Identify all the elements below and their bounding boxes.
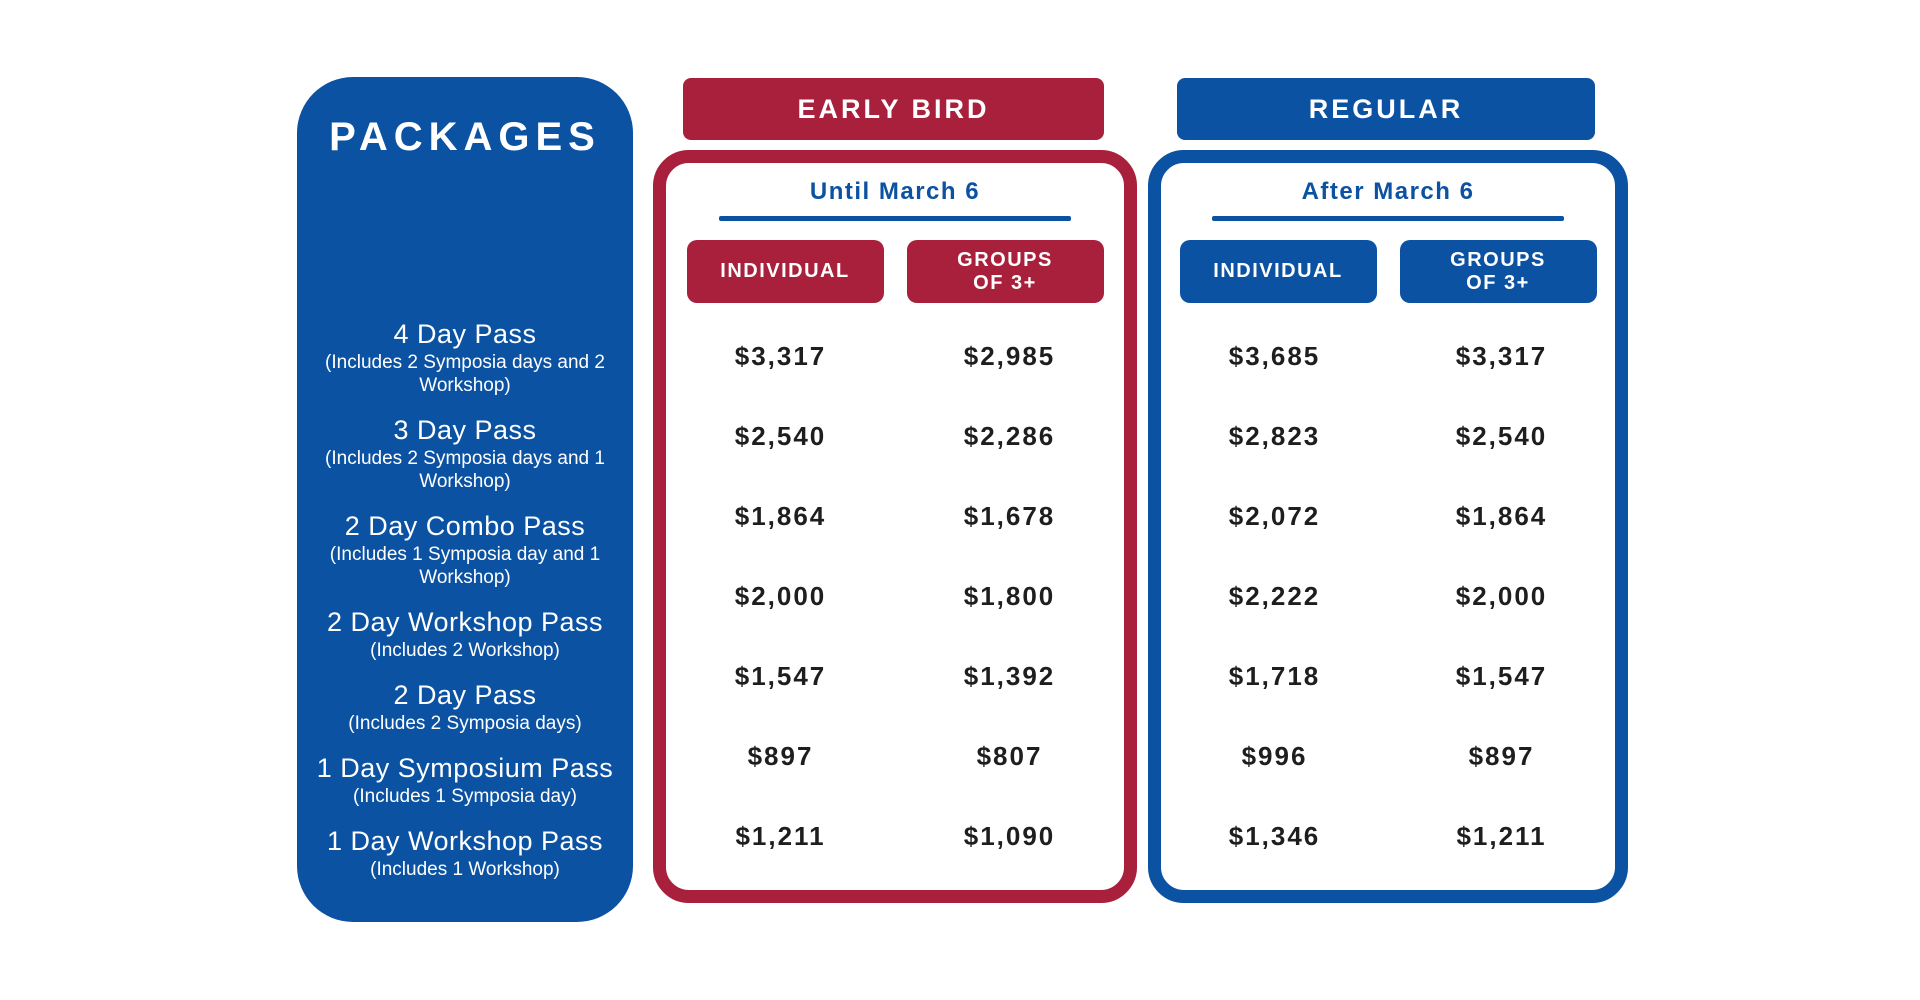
package-note: (Includes 2 Symposia days) — [348, 713, 582, 734]
package-name: 1 Day Workshop Pass — [326, 826, 604, 856]
price-cell: $2,000 — [734, 580, 827, 611]
package-item: 2 Day Workshop Pass (Includes 2 Workshop… — [305, 605, 625, 662]
regular-price-grid: $3,685 $3,317 $2,823 $2,540 $2,072 $1,86… — [1161, 316, 1615, 876]
package-note: (Includes 2 Symposia days and 2 Workshop… — [325, 352, 605, 396]
early-bird-groups-header: GROUPS OF 3+ — [906, 240, 1104, 303]
package-name: 3 Day Pass — [393, 415, 537, 445]
early-bird-header-pill: EARLY BIRD — [683, 78, 1104, 140]
price-cell: $2,985 — [963, 340, 1056, 371]
price-cell: $897 — [1468, 740, 1535, 771]
early-bird-individual-header: INDIVIDUAL — [686, 240, 884, 303]
package-note: (Includes 2 Symposia days and 1 Workshop… — [325, 448, 605, 492]
package-name: 2 Day Pass — [393, 680, 537, 710]
price-cell: $1,547 — [734, 660, 827, 691]
package-note: (Includes 1 Workshop) — [370, 859, 560, 880]
price-cell: $1,678 — [963, 500, 1056, 531]
price-cell: $2,000 — [1455, 580, 1548, 611]
package-note: (Includes 2 Workshop) — [370, 640, 560, 661]
price-cell: $2,222 — [1228, 580, 1321, 611]
price-cell: $3,317 — [1455, 340, 1548, 371]
price-cell: $3,685 — [1228, 340, 1321, 371]
price-cell: $807 — [976, 740, 1043, 771]
price-cell: $2,072 — [1228, 500, 1321, 531]
package-item: 2 Day Combo Pass (Includes 1 Symposia da… — [305, 509, 625, 589]
package-item: 1 Day Workshop Pass (Includes 1 Workshop… — [305, 824, 625, 881]
package-name: 4 Day Pass — [393, 319, 537, 349]
regular-period-title: After March 6 — [1301, 178, 1475, 205]
price-cell: $3,317 — [734, 340, 827, 371]
packages-title: PACKAGES — [329, 115, 601, 159]
packages-panel: PACKAGES 4 Day Pass (Includes 2 Symposia… — [297, 77, 633, 922]
regular-header-pill: REGULAR — [1177, 78, 1595, 140]
early-bird-column-headers: INDIVIDUAL GROUPS OF 3+ — [666, 240, 1124, 303]
early-bird-period-underline — [719, 216, 1071, 221]
early-bird-card: Until March 6 INDIVIDUAL GROUPS OF 3+ $3… — [653, 150, 1137, 903]
early-bird-price-grid: $3,317 $2,985 $2,540 $2,286 $1,864 $1,67… — [666, 316, 1124, 876]
price-cell: $2,540 — [734, 420, 827, 451]
package-item: 1 Day Symposium Pass (Includes 1 Symposi… — [305, 751, 625, 808]
regular-individual-header: INDIVIDUAL — [1179, 240, 1377, 303]
package-item: 2 Day Pass (Includes 2 Symposia days) — [305, 678, 625, 735]
regular-column-headers: INDIVIDUAL GROUPS OF 3+ — [1161, 240, 1615, 303]
price-cell: $1,864 — [734, 500, 827, 531]
regular-groups-header: GROUPS OF 3+ — [1399, 240, 1597, 303]
price-cell: $1,090 — [963, 820, 1056, 851]
package-note: (Includes 1 Symposia day) — [353, 786, 577, 807]
early-bird-period-title: Until March 6 — [809, 178, 981, 205]
package-name: 2 Day Workshop Pass — [326, 607, 604, 637]
regular-card: After March 6 INDIVIDUAL GROUPS OF 3+ $3… — [1148, 150, 1628, 903]
package-note: (Includes 1 Symposia day and 1 Workshop) — [329, 544, 601, 588]
packages-list: 4 Day Pass (Includes 2 Symposia days and… — [297, 317, 633, 881]
price-cell: $1,800 — [963, 580, 1056, 611]
price-cell: $996 — [1241, 740, 1308, 771]
price-cell: $1,211 — [1456, 820, 1547, 851]
regular-period-underline — [1212, 216, 1564, 221]
price-cell: $2,823 — [1228, 420, 1321, 451]
package-name: 1 Day Symposium Pass — [316, 753, 614, 783]
price-cell: $1,718 — [1228, 660, 1321, 691]
package-name: 2 Day Combo Pass — [344, 511, 586, 541]
price-cell: $1,864 — [1455, 500, 1548, 531]
package-item: 3 Day Pass (Includes 2 Symposia days and… — [305, 413, 625, 493]
package-item: 4 Day Pass (Includes 2 Symposia days and… — [305, 317, 625, 397]
price-cell: $1,346 — [1228, 820, 1321, 851]
price-cell: $2,540 — [1455, 420, 1548, 451]
price-cell: $1,392 — [963, 660, 1056, 691]
price-cell: $1,211 — [735, 820, 826, 851]
price-cell: $897 — [747, 740, 814, 771]
price-cell: $2,286 — [963, 420, 1056, 451]
price-cell: $1,547 — [1455, 660, 1548, 691]
